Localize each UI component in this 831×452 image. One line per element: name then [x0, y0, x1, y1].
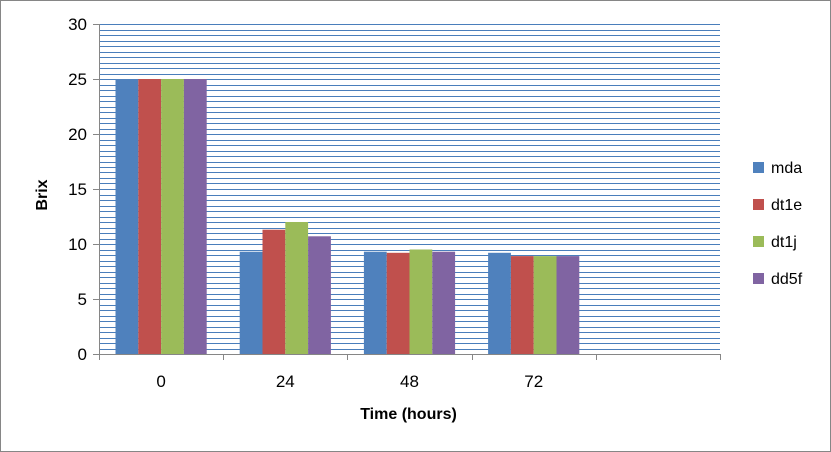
- legend-label-dt1e: dt1e: [771, 197, 802, 214]
- bar-dd5f-72: [556, 256, 580, 354]
- bar-dd5f-0: [183, 79, 207, 354]
- y-tick-label: 15: [68, 180, 87, 199]
- bar-dd5f-48: [432, 251, 456, 354]
- bar-dt1j-0: [161, 79, 184, 354]
- y-tick-label: 10: [68, 235, 87, 254]
- bar-mda-24: [239, 251, 263, 354]
- legend: mda dt1e dt1j dd5f: [753, 160, 803, 288]
- x-tick-label: 48: [400, 372, 419, 391]
- bar-dt1e-24: [262, 229, 286, 354]
- legend-swatch-dt1j: [753, 236, 764, 247]
- y-tick-label: 25: [68, 70, 87, 89]
- bar-dd5f-24: [308, 236, 331, 354]
- y-tick-label: 20: [68, 125, 87, 144]
- bar-mda-48: [363, 251, 387, 354]
- y-tick-label: 5: [78, 290, 87, 309]
- bar-dt1e-0: [138, 79, 162, 354]
- y-tick-label: 0: [78, 345, 87, 364]
- legend-swatch-mda: [753, 162, 764, 173]
- legend-label-dd5f: dd5f: [771, 271, 803, 288]
- y-tick-labels: 0 5 10 15 20 25 30: [68, 15, 87, 364]
- x-tick-labels: 0 24 48 72: [156, 372, 543, 391]
- y-axis-title: Brix: [34, 179, 51, 210]
- bar-dt1j-72: [533, 256, 557, 354]
- x-axis-title: Time (hours): [360, 406, 457, 423]
- legend-label-mda: mda: [771, 160, 802, 177]
- legend-swatch-dt1e: [753, 199, 764, 210]
- y-tick-label: 30: [68, 15, 87, 34]
- bars: [115, 79, 580, 354]
- bar-dt1j-48: [409, 249, 433, 354]
- axes: [93, 24, 721, 360]
- legend-label-dt1j: dt1j: [771, 234, 797, 251]
- bar-dt1j-24: [285, 222, 309, 354]
- bar-dt1e-48: [386, 252, 410, 354]
- x-tick-label: 24: [276, 372, 295, 391]
- bar-mda-72: [488, 252, 511, 354]
- bar-dt1e-72: [510, 256, 534, 354]
- bar-mda-0: [115, 79, 139, 354]
- x-tick-label: 72: [524, 372, 543, 391]
- x-tick-label: 0: [156, 372, 165, 391]
- legend-swatch-dd5f: [753, 273, 764, 284]
